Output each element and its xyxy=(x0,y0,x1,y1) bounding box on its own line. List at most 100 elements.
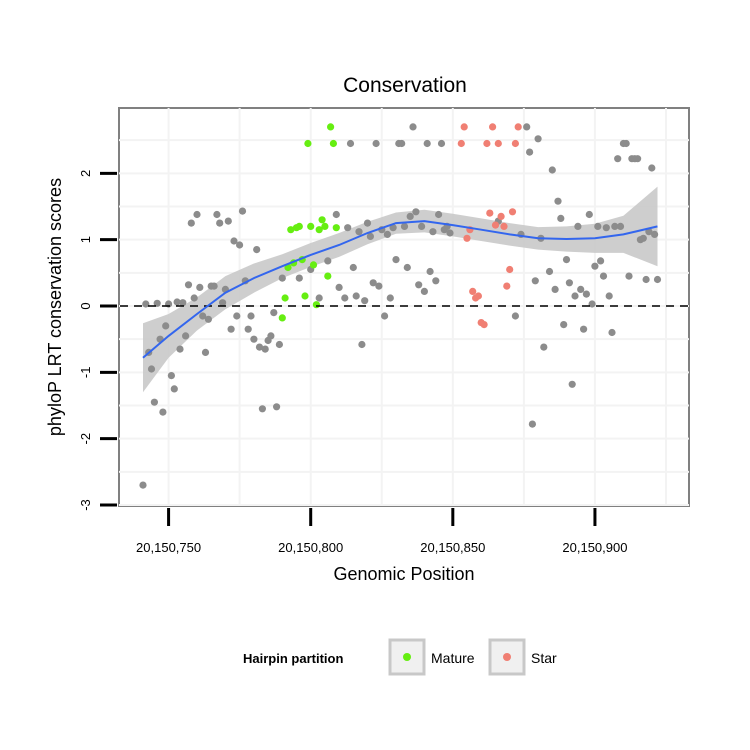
point-mature xyxy=(309,261,318,269)
point-other xyxy=(648,164,656,172)
point-other xyxy=(634,155,642,163)
point-other xyxy=(184,281,193,289)
point-other xyxy=(193,210,201,219)
point-other xyxy=(253,246,261,254)
point-mature xyxy=(321,222,329,230)
point-star xyxy=(506,265,514,274)
point-other xyxy=(565,279,574,287)
point-other xyxy=(366,232,374,240)
point-star xyxy=(491,221,500,229)
point-other xyxy=(616,222,625,230)
y-axis-label: phyloP LRT conservation scores xyxy=(45,178,65,436)
point-mature xyxy=(278,314,286,322)
point-other xyxy=(315,294,323,302)
point-other xyxy=(150,398,158,406)
point-other xyxy=(511,312,519,320)
point-mature xyxy=(295,222,303,230)
point-other xyxy=(275,340,283,349)
y-axis: -3 -2 -1 0 1 2 xyxy=(78,170,117,511)
point-other xyxy=(398,139,406,148)
point-other xyxy=(551,285,559,293)
point-other xyxy=(187,219,195,227)
x-tick-label: 20,150,750 xyxy=(136,540,201,555)
point-other xyxy=(173,298,181,306)
legend-swatch-star xyxy=(503,653,511,661)
point-other xyxy=(577,285,585,293)
point-star xyxy=(508,208,517,216)
point-other xyxy=(270,309,278,317)
point-other xyxy=(523,123,531,131)
point-other xyxy=(557,214,565,222)
point-other xyxy=(182,332,190,340)
point-mature xyxy=(329,139,337,148)
point-other xyxy=(588,300,596,308)
point-other xyxy=(528,420,537,428)
point-other xyxy=(383,230,391,238)
point-mature xyxy=(287,226,295,234)
point-other xyxy=(261,345,269,353)
point-other xyxy=(227,325,235,333)
point-other xyxy=(162,322,170,330)
point-other xyxy=(540,343,548,351)
point-other xyxy=(167,372,175,380)
point-star xyxy=(494,139,502,148)
point-other xyxy=(324,257,332,265)
point-other xyxy=(392,256,400,264)
point-other xyxy=(153,299,161,307)
point-other xyxy=(295,274,303,282)
point-other xyxy=(346,139,355,148)
point-other xyxy=(159,408,167,416)
point-mature xyxy=(312,301,320,309)
point-other xyxy=(213,210,221,219)
point-mature xyxy=(315,226,323,234)
point-other xyxy=(534,135,542,143)
point-other xyxy=(560,321,568,329)
point-other xyxy=(176,345,184,353)
point-star xyxy=(483,139,491,148)
point-other xyxy=(258,405,266,413)
point-other xyxy=(170,385,178,393)
y-tick-label: 2 xyxy=(78,170,93,177)
point-other xyxy=(645,228,653,236)
point-other xyxy=(341,294,349,302)
point-other xyxy=(375,282,383,290)
point-other xyxy=(400,222,409,230)
point-other xyxy=(381,312,389,320)
point-other xyxy=(238,207,247,215)
point-other xyxy=(599,272,608,280)
point-other xyxy=(548,166,556,174)
point-other xyxy=(594,222,602,230)
point-star xyxy=(460,123,468,131)
y-tick-label: -2 xyxy=(78,433,93,445)
point-other xyxy=(406,212,414,220)
point-other xyxy=(278,274,286,282)
point-star xyxy=(514,123,522,131)
point-other xyxy=(201,348,210,356)
point-other xyxy=(426,267,434,276)
point-other xyxy=(531,277,539,285)
point-other xyxy=(591,262,599,270)
point-star xyxy=(503,282,511,290)
x-axis: 20,150,750 20,150,800 20,150,850 20,150,900 xyxy=(136,508,627,555)
legend-key-star xyxy=(488,638,526,676)
point-other xyxy=(432,277,440,285)
point-other xyxy=(147,365,156,373)
legend-label-mature: Mature xyxy=(431,650,475,666)
point-other xyxy=(412,208,420,216)
point-other xyxy=(554,197,562,205)
point-other xyxy=(142,300,150,308)
point-other xyxy=(614,155,622,163)
point-other xyxy=(625,272,633,280)
point-other xyxy=(352,292,360,300)
point-other xyxy=(568,380,576,388)
point-star xyxy=(489,123,497,131)
y-tick-label: 1 xyxy=(78,236,93,243)
point-other xyxy=(372,139,380,148)
point-other xyxy=(545,267,554,276)
point-other xyxy=(210,282,218,290)
point-other xyxy=(199,312,207,320)
point-other xyxy=(622,139,630,148)
point-other xyxy=(369,279,377,287)
point-other xyxy=(574,222,582,230)
